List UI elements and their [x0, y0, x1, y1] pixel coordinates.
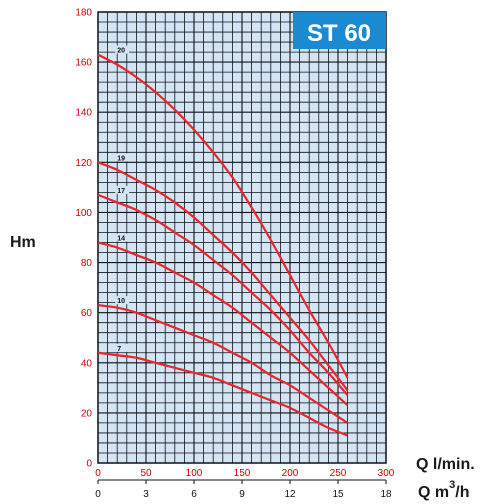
x2-axis-label-tail: /h	[455, 484, 469, 501]
x-tick-label: 100	[186, 468, 203, 479]
curve-label-bg-19	[115, 153, 130, 162]
x2-tick-label: 6	[191, 489, 197, 500]
curve-label-bg-17	[115, 185, 130, 194]
chart-title: ST 60	[307, 20, 371, 47]
x-tick-label: 200	[282, 468, 299, 479]
x2-tick-label: 18	[380, 489, 392, 500]
curve-label-bg-14	[115, 233, 130, 242]
y-tick-label: 100	[75, 208, 92, 219]
curve-label-bg-20	[115, 45, 130, 54]
curve-label-7: 7	[117, 346, 121, 353]
series-line-20	[97, 53, 349, 379]
y-axis-label: Hm	[10, 234, 36, 251]
x-tick-label: 50	[140, 468, 152, 479]
x-tick-label: 150	[234, 468, 251, 479]
x-tick-label: 300	[378, 468, 395, 479]
x-tick-label: 250	[330, 468, 347, 479]
curve-label-19: 19	[117, 155, 125, 162]
x-tick-label: 0	[95, 468, 101, 479]
x2-tick-label: 15	[332, 489, 344, 500]
x2-tick-label: 0	[95, 489, 101, 500]
series-line-14	[97, 241, 349, 407]
y-tick-label: 120	[75, 158, 92, 169]
x2-axis-label-sup: 3	[449, 479, 455, 491]
curves-layer	[97, 53, 349, 437]
y-tick-label: 80	[81, 258, 93, 269]
x2-axis-label: Q m3/h	[418, 479, 469, 501]
plot-frame	[97, 11, 387, 464]
title-box	[293, 12, 386, 49]
grid-major	[98, 12, 386, 463]
y-tick-label: 20	[81, 408, 93, 419]
y-tick-label: 160	[75, 58, 92, 69]
curve-label-10: 10	[117, 298, 125, 305]
x-axis-ticks: 0 50 100 150 200 250 300	[95, 468, 395, 479]
x-axis-label: Q l/min.	[416, 456, 475, 473]
y-tick-label: 60	[81, 308, 93, 319]
x2-tick-label: 12	[284, 489, 296, 500]
curve-label-17: 17	[117, 188, 125, 195]
x2-tick-label: 9	[239, 489, 245, 500]
curve-label-14: 14	[117, 236, 125, 243]
x2-axis-ticks: 0 3 6 9 12 15 18	[95, 480, 392, 500]
y-tick-label: 0	[86, 459, 92, 470]
curve-label-bg-7	[115, 343, 130, 352]
curve-labels-layer: 20 19 17 14 10 7	[115, 45, 130, 353]
series-line-10	[97, 304, 349, 424]
x2-tick-label: 3	[143, 489, 149, 500]
y-tick-label: 140	[75, 108, 92, 119]
curve-label-bg-10	[115, 296, 130, 305]
y-tick-label: 180	[75, 8, 92, 19]
series-line-19	[97, 161, 349, 392]
y-tick-label: 40	[81, 358, 93, 369]
series-line-7	[97, 351, 349, 437]
y-axis-ticks: 0 20 40 60 80 100 120 140 160 180	[75, 8, 92, 470]
x2-axis-label-main: Q m	[418, 484, 449, 501]
series-line-17	[97, 193, 349, 397]
curve-label-20: 20	[117, 48, 125, 55]
